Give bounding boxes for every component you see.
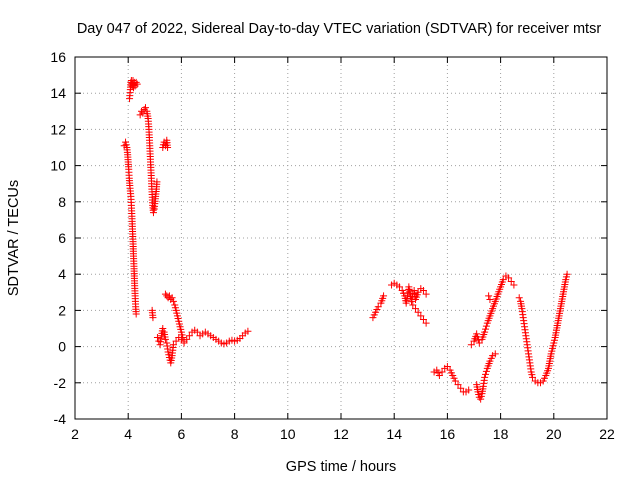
data-point	[164, 144, 172, 151]
data-point	[396, 283, 404, 291]
x-tick-label: 14	[386, 426, 402, 442]
y-tick-label: -2	[54, 375, 67, 391]
data-point	[563, 270, 571, 278]
data-point	[422, 319, 430, 327]
y-tick-label: 14	[50, 85, 66, 101]
data-point	[474, 336, 482, 344]
data-point	[417, 312, 425, 320]
data-point	[374, 303, 382, 311]
data-point	[505, 274, 513, 282]
y-tick-label: 12	[50, 121, 66, 137]
y-tick-label: 0	[58, 339, 66, 355]
data-point	[141, 104, 149, 112]
y-tick-label: -4	[54, 411, 67, 427]
data-point	[457, 384, 465, 392]
data-point	[482, 325, 490, 333]
data-point	[507, 277, 515, 285]
x-tick-label: 2	[71, 426, 79, 442]
x-tick-label: 20	[546, 426, 562, 442]
y-axis-label: SDTVAR / TECUs	[6, 180, 22, 296]
x-tick-label: 12	[333, 426, 349, 442]
data-point	[380, 292, 388, 300]
data-point	[510, 281, 518, 289]
x-tick-labels: 2 4 6 8 10 12 14 16 18 20 22	[71, 426, 615, 442]
data-point	[149, 314, 157, 322]
data-point	[486, 296, 494, 304]
data-point	[465, 386, 473, 394]
data-point	[443, 363, 451, 371]
data-point	[482, 322, 490, 330]
data-point	[529, 373, 537, 381]
data-point	[149, 209, 157, 217]
data-point	[491, 350, 499, 358]
data-point	[185, 332, 193, 340]
data-point	[515, 294, 523, 302]
x-tick-label: 22	[599, 426, 615, 442]
chart-title: Day 047 of 2022, Sidereal Day-to-day VTE…	[77, 21, 602, 37]
x-axis-label: GPS time / hours	[286, 459, 396, 475]
data-point	[473, 330, 481, 338]
data-points	[120, 77, 571, 403]
data-point	[169, 341, 177, 349]
x-tick-label: 4	[124, 426, 132, 442]
data-point	[183, 335, 191, 343]
data-point	[499, 276, 507, 284]
data-point	[435, 372, 443, 380]
data-point	[161, 290, 169, 298]
x-tick-label: 6	[178, 426, 186, 442]
data-point	[414, 288, 422, 296]
data-point	[438, 368, 446, 376]
data-point	[481, 373, 489, 381]
data-point	[180, 339, 188, 347]
y-tick-label: 10	[50, 158, 66, 174]
data-point	[482, 370, 490, 378]
y-tick-label: 2	[58, 302, 66, 318]
data-point	[159, 325, 167, 332]
x-tick-label: 16	[440, 426, 456, 442]
data-point	[451, 377, 459, 385]
data-point	[467, 341, 475, 349]
y-tick-label: 4	[58, 266, 66, 282]
data-point	[482, 367, 490, 375]
data-point	[139, 109, 147, 117]
x-tick-label: 18	[493, 426, 509, 442]
grid-lines	[75, 57, 607, 419]
data-point	[485, 292, 493, 300]
x-tick-label: 8	[231, 426, 239, 442]
data-point	[454, 381, 462, 389]
data-point	[419, 286, 427, 294]
data-point	[169, 297, 177, 305]
data-point	[168, 294, 176, 302]
data-point	[422, 290, 430, 298]
y-tick-label: 16	[50, 49, 66, 65]
y-tick-labels: -4 -2 0 2 4 6 8 10 12 14 16	[50, 49, 66, 427]
data-point	[475, 339, 483, 347]
data-point	[481, 328, 489, 336]
data-point	[133, 80, 141, 88]
data-point	[244, 327, 252, 335]
data-point	[132, 310, 140, 318]
data-point	[409, 301, 417, 309]
data-point	[132, 78, 140, 86]
data-point	[161, 335, 169, 343]
data-point	[411, 305, 419, 313]
data-point	[419, 315, 427, 323]
data-point	[193, 328, 201, 336]
data-point	[172, 337, 180, 345]
data-point	[153, 178, 161, 186]
data-point	[153, 334, 161, 342]
data-point	[414, 308, 422, 316]
y-tick-label: 6	[58, 230, 66, 246]
axis-ticks	[74, 56, 608, 420]
x-tick-label: 10	[280, 426, 296, 442]
y-tick-label: 8	[58, 194, 66, 210]
